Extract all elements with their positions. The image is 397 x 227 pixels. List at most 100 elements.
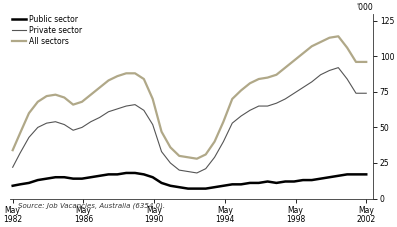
Private sector bbox=[35, 126, 40, 129]
Private sector bbox=[212, 156, 217, 159]
All sectors bbox=[168, 146, 173, 149]
Private sector bbox=[53, 120, 58, 123]
All sectors bbox=[336, 35, 341, 38]
All sectors bbox=[97, 86, 102, 89]
Line: Public sector: Public sector bbox=[13, 173, 366, 189]
Public sector bbox=[27, 182, 31, 184]
All sectors bbox=[44, 95, 49, 97]
Public sector bbox=[35, 179, 40, 181]
Line: All sectors: All sectors bbox=[13, 36, 366, 159]
All sectors bbox=[203, 153, 208, 156]
Private sector bbox=[345, 78, 349, 80]
Private sector bbox=[354, 92, 358, 95]
Private sector bbox=[274, 102, 279, 105]
All sectors bbox=[141, 78, 146, 80]
Private sector bbox=[186, 170, 191, 173]
All sectors bbox=[27, 112, 31, 115]
Public sector bbox=[150, 176, 155, 179]
Public sector bbox=[186, 187, 191, 190]
Text: Source: Job Vacancies, Australia (6354.0).: Source: Job Vacancies, Australia (6354.0… bbox=[17, 202, 165, 209]
Public sector bbox=[168, 184, 173, 187]
Public sector bbox=[230, 183, 235, 186]
Private sector bbox=[309, 81, 314, 83]
Private sector bbox=[71, 129, 75, 132]
Public sector bbox=[159, 182, 164, 184]
Public sector bbox=[71, 177, 75, 180]
Public sector bbox=[62, 176, 67, 179]
Private sector bbox=[150, 123, 155, 126]
Public sector bbox=[292, 180, 297, 183]
Public sector bbox=[265, 180, 270, 183]
Public sector bbox=[239, 183, 243, 186]
Text: '000: '000 bbox=[356, 3, 373, 12]
Private sector bbox=[336, 66, 341, 69]
All sectors bbox=[159, 130, 164, 133]
Public sector bbox=[318, 177, 323, 180]
Public sector bbox=[354, 173, 358, 176]
Public sector bbox=[364, 173, 369, 176]
Public sector bbox=[345, 173, 349, 176]
Private sector bbox=[159, 150, 164, 153]
All sectors bbox=[309, 45, 314, 48]
Public sector bbox=[97, 174, 102, 177]
Public sector bbox=[221, 184, 226, 187]
Public sector bbox=[203, 187, 208, 190]
All sectors bbox=[177, 155, 181, 157]
All sectors bbox=[274, 73, 279, 76]
Public sector bbox=[248, 182, 252, 184]
Public sector bbox=[309, 179, 314, 181]
Public sector bbox=[124, 172, 129, 174]
All sectors bbox=[80, 100, 85, 103]
All sectors bbox=[354, 61, 358, 63]
Private sector bbox=[18, 152, 23, 154]
All sectors bbox=[186, 156, 191, 159]
All sectors bbox=[212, 140, 217, 143]
Private sector bbox=[203, 167, 208, 170]
Private sector bbox=[318, 73, 323, 76]
All sectors bbox=[283, 66, 288, 69]
Private sector bbox=[256, 105, 261, 107]
Private sector bbox=[106, 110, 111, 113]
All sectors bbox=[89, 93, 93, 96]
Private sector bbox=[292, 92, 297, 95]
Private sector bbox=[27, 136, 31, 139]
All sectors bbox=[150, 98, 155, 100]
All sectors bbox=[35, 100, 40, 103]
All sectors bbox=[318, 41, 323, 43]
Private sector bbox=[265, 105, 270, 107]
All sectors bbox=[124, 72, 129, 75]
Private sector bbox=[80, 126, 85, 129]
Private sector bbox=[364, 92, 369, 95]
Private sector bbox=[221, 140, 226, 143]
Public sector bbox=[212, 186, 217, 189]
Public sector bbox=[53, 176, 58, 179]
All sectors bbox=[62, 96, 67, 99]
All sectors bbox=[301, 52, 305, 55]
Public sector bbox=[256, 182, 261, 184]
Public sector bbox=[301, 179, 305, 181]
Private sector bbox=[327, 69, 332, 72]
Public sector bbox=[89, 176, 93, 179]
All sectors bbox=[364, 61, 369, 63]
Public sector bbox=[106, 173, 111, 176]
All sectors bbox=[10, 149, 15, 152]
All sectors bbox=[248, 82, 252, 85]
Public sector bbox=[195, 187, 199, 190]
Private sector bbox=[44, 122, 49, 124]
All sectors bbox=[106, 79, 111, 82]
All sectors bbox=[71, 103, 75, 106]
All sectors bbox=[256, 78, 261, 80]
Legend: Public sector, Private sector, All sectors: Public sector, Private sector, All secto… bbox=[12, 15, 82, 46]
Private sector bbox=[62, 123, 67, 126]
Public sector bbox=[18, 183, 23, 186]
Private sector bbox=[141, 109, 146, 112]
Private sector bbox=[133, 103, 137, 106]
All sectors bbox=[327, 36, 332, 39]
All sectors bbox=[265, 76, 270, 79]
Private sector bbox=[168, 162, 173, 164]
All sectors bbox=[133, 72, 137, 75]
Private sector bbox=[124, 105, 129, 107]
Public sector bbox=[274, 182, 279, 184]
All sectors bbox=[115, 75, 120, 78]
Private sector bbox=[97, 116, 102, 119]
